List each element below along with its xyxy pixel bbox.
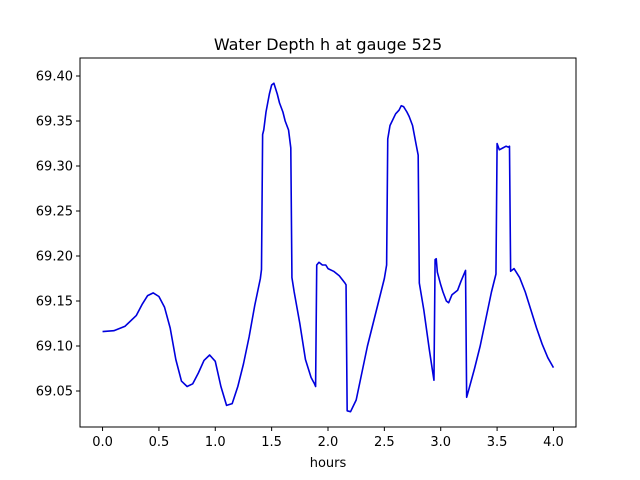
y-tick-label: 69.25	[36, 205, 73, 220]
y-tick-label: 69.20	[36, 250, 73, 265]
x-tick-label: 1.5	[261, 435, 282, 450]
chart-title: Water Depth h at gauge 525	[214, 35, 442, 54]
x-tick-label: 3.5	[487, 435, 508, 450]
y-axis-ticks: 69.05 69.10 69.15 69.20 69.25 69.30 69.35 69.40	[36, 70, 80, 400]
y-tick-label: 69.35	[36, 115, 73, 130]
x-tick-label: 3.0	[430, 435, 451, 450]
x-tick-label: 0.0	[92, 435, 113, 450]
y-tick-label: 69.15	[36, 295, 73, 310]
x-axis-ticks: 0.0 0.5 1.0 1.5 2.0 2.5 3.0 3.5 4.0	[92, 427, 564, 450]
x-tick-label: 1.0	[205, 435, 226, 450]
y-tick-label: 69.40	[36, 70, 73, 85]
x-axis-label: hours	[310, 456, 347, 471]
axes-frame	[79, 57, 577, 428]
y-tick-label: 69.30	[36, 160, 73, 175]
x-tick-label: 4.0	[543, 435, 564, 450]
x-tick-label: 2.0	[318, 435, 339, 450]
y-tick-label: 69.10	[36, 340, 73, 355]
x-tick-label: 0.5	[149, 435, 170, 450]
series-line	[102, 82, 555, 413]
x-tick-label: 2.5	[374, 435, 395, 450]
y-tick-label: 69.05	[36, 385, 73, 400]
